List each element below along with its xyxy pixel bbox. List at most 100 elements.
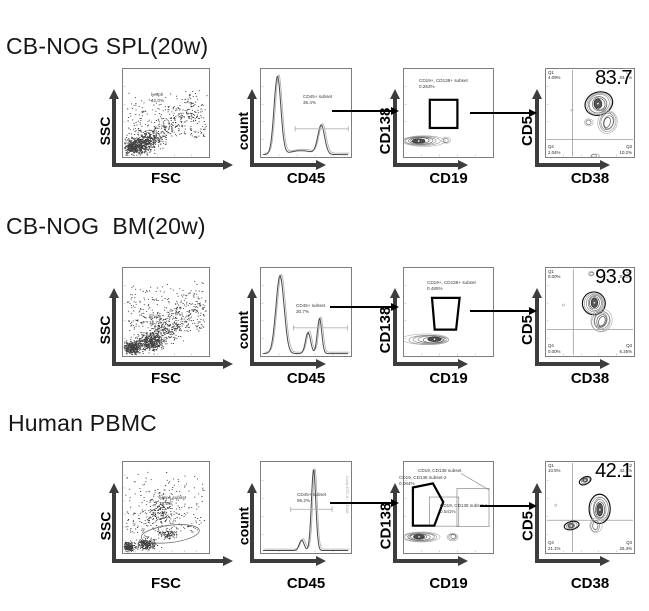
y-axis-arrow xyxy=(250,297,254,363)
x-axis-arrow xyxy=(112,362,224,366)
x-axis-arrowhead-icon xyxy=(458,555,469,566)
y-axis-arrowhead-icon xyxy=(531,288,542,299)
q4-label: Q4 xyxy=(548,540,554,546)
y-axis-label: count xyxy=(235,111,251,151)
plot-bm-cd19-cd138: CD19+, CD138+ subset 0.485% xyxy=(403,267,494,357)
gate-value: 0.485% xyxy=(427,285,443,291)
x-axis-arrowhead-icon xyxy=(223,555,233,566)
x-axis-arrow xyxy=(112,559,224,563)
x-axis-arrow xyxy=(393,163,460,167)
q1-label: Q1 xyxy=(548,70,554,75)
gate-label: CD19, CD138 subset-1 xyxy=(440,503,488,508)
plot-canvas xyxy=(261,467,350,553)
plot-canvas xyxy=(546,70,633,157)
plot-spl-fsc-ssc: lymph 42.0% xyxy=(122,68,210,158)
x-axis-arrowhead-icon xyxy=(223,159,233,170)
gate-value: 42.0% xyxy=(151,97,165,103)
gate-value: 0.263% xyxy=(419,83,435,89)
x-axis-label: FSC xyxy=(151,575,181,592)
x-axis-arrowhead-icon xyxy=(599,555,610,566)
x-axis-arrow xyxy=(535,559,601,563)
y-axis-arrow xyxy=(535,297,539,363)
gate-label: lymph subset xyxy=(159,495,187,500)
y-axis-arrow xyxy=(250,492,254,560)
y-axis-label: SSC xyxy=(97,315,113,345)
y-axis-arrow xyxy=(112,98,116,164)
gate-value: 18.7% xyxy=(149,319,163,325)
gate-label: CD45+ subset xyxy=(303,94,333,99)
x-axis-arrow xyxy=(250,163,318,167)
q1-label: Q1 xyxy=(548,463,554,468)
x-axis-arrowhead-icon xyxy=(458,159,469,170)
gating-flow-arrow xyxy=(470,310,529,312)
y-axis-arrowhead-icon xyxy=(389,483,400,494)
gating-flow-arrowhead-icon xyxy=(391,498,399,507)
y-axis-arrowhead-icon xyxy=(389,89,400,100)
q1-value: 0.00% xyxy=(548,274,561,280)
gate-annotation: CD45+ subset 35.4% xyxy=(303,94,332,105)
gate-annotation: CD45+ subset 30.7% xyxy=(296,303,325,314)
x-axis-arrow xyxy=(393,559,460,563)
quadrant-q2: Q2 93.8% xyxy=(620,269,632,280)
plot-pbmc-fsc-ssc: lymph subset 13.5% xyxy=(122,461,210,554)
y-axis-arrow xyxy=(393,297,397,363)
plot-canvas xyxy=(546,269,633,356)
gating-flow-arrowhead-icon xyxy=(529,501,537,510)
gate-label: CD19, CD138 subset xyxy=(418,468,462,473)
highlight-percent: 93.8 xyxy=(595,266,632,288)
x-axis-label: CD45 xyxy=(286,370,326,387)
quadrant-q4: Q4 2.04% xyxy=(548,144,560,155)
x-axis-arrow xyxy=(250,362,318,366)
q2-value: 93.8% xyxy=(619,274,632,280)
gate-annotation-subset1: CD19, CD138 subset-1 0.541% xyxy=(440,503,488,514)
section-title-pbmc: Human PBMC xyxy=(8,410,157,436)
x-axis-label: CD19 xyxy=(429,370,468,387)
gating-flow-arrow xyxy=(330,306,391,308)
y-axis-arrowhead-icon xyxy=(246,89,257,100)
q2-label: Q2 xyxy=(626,463,632,468)
y-axis-arrow xyxy=(393,98,397,164)
gate-annotation: lymph subset 13.5% xyxy=(159,495,186,506)
x-axis-label: CD19 xyxy=(429,170,468,187)
x-axis-arrow xyxy=(393,362,460,366)
y-axis-arrowhead-icon xyxy=(246,288,257,299)
y-axis-arrow xyxy=(112,492,116,560)
y-axis-label: CD138 xyxy=(377,306,394,354)
y-axis-label: SSC xyxy=(97,116,113,146)
axis-parameter-label: Comp-FITC-A :: CD138 xyxy=(345,476,349,514)
plot-canvas xyxy=(123,86,208,157)
x-axis-arrowhead-icon xyxy=(316,555,327,566)
quadrant-q1: Q1 4.09% xyxy=(548,70,560,81)
x-axis-label: CD45 xyxy=(286,575,326,592)
q3-value: 6.25% xyxy=(619,348,632,354)
plot-bm-fsc-ssc: lymph 18.7% xyxy=(122,267,210,357)
gate-annotation-subset2: CD19, CD138 subset-2 0.064% xyxy=(399,475,447,486)
plot-canvas xyxy=(261,74,350,157)
x-axis-label: FSC xyxy=(151,170,181,187)
gate-label: CD19+, CD138+ subset xyxy=(427,280,476,285)
q2-label: Q2 xyxy=(626,269,632,274)
plot-canvas xyxy=(261,273,350,356)
q4-value: 21.1% xyxy=(548,545,561,551)
gating-flow-arrow xyxy=(470,112,529,114)
gate-label: CD19, CD138 subset-2 xyxy=(399,475,447,480)
q4-value: 2.04% xyxy=(548,149,561,155)
y-axis-label: CD138 xyxy=(377,107,394,155)
y-axis-arrowhead-icon xyxy=(531,89,542,100)
plot-spl-cd38-cd5: Q1 4.09% Q2 83.7% Q4 2.04% Q3 10.2% 83.7 xyxy=(545,67,635,158)
q3-value: 26.3% xyxy=(619,545,632,551)
x-axis-arrowhead-icon xyxy=(458,358,469,369)
gate-value: 13.5% xyxy=(159,500,173,506)
x-axis-label: CD19 xyxy=(429,575,468,592)
x-axis-arrowhead-icon xyxy=(599,159,610,170)
y-axis-arrow xyxy=(535,492,539,560)
q2-value: 83.7% xyxy=(619,75,632,81)
q3-label: Q3 xyxy=(626,343,632,349)
plot-canvas xyxy=(123,471,205,553)
q2-value: 42.1% xyxy=(619,468,632,474)
q4-value: 0.00% xyxy=(548,348,561,354)
q3-value: 10.2% xyxy=(619,149,632,155)
highlight-percent: 83.7 xyxy=(595,67,632,89)
gate-annotation: CD19+, CD138+ subset 0.263% xyxy=(419,78,468,89)
quadrant-q1: Q1 0.00% xyxy=(548,269,560,280)
